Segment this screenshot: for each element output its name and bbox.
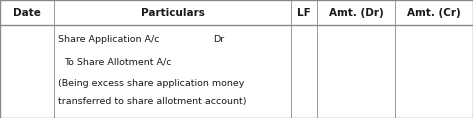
Text: LF: LF bbox=[297, 8, 311, 18]
Text: Amt. (Dr): Amt. (Dr) bbox=[329, 8, 383, 18]
Text: Amt. (Cr): Amt. (Cr) bbox=[407, 8, 461, 18]
Text: (Being excess share application money: (Being excess share application money bbox=[58, 79, 245, 88]
Text: Date: Date bbox=[13, 8, 41, 18]
Text: Particulars: Particulars bbox=[140, 8, 205, 18]
Text: To Share Allotment A/c: To Share Allotment A/c bbox=[64, 58, 171, 67]
Text: transferred to share allotment account): transferred to share allotment account) bbox=[58, 97, 247, 106]
Text: Dr: Dr bbox=[213, 35, 224, 44]
Text: Share Application A/c: Share Application A/c bbox=[58, 35, 160, 44]
